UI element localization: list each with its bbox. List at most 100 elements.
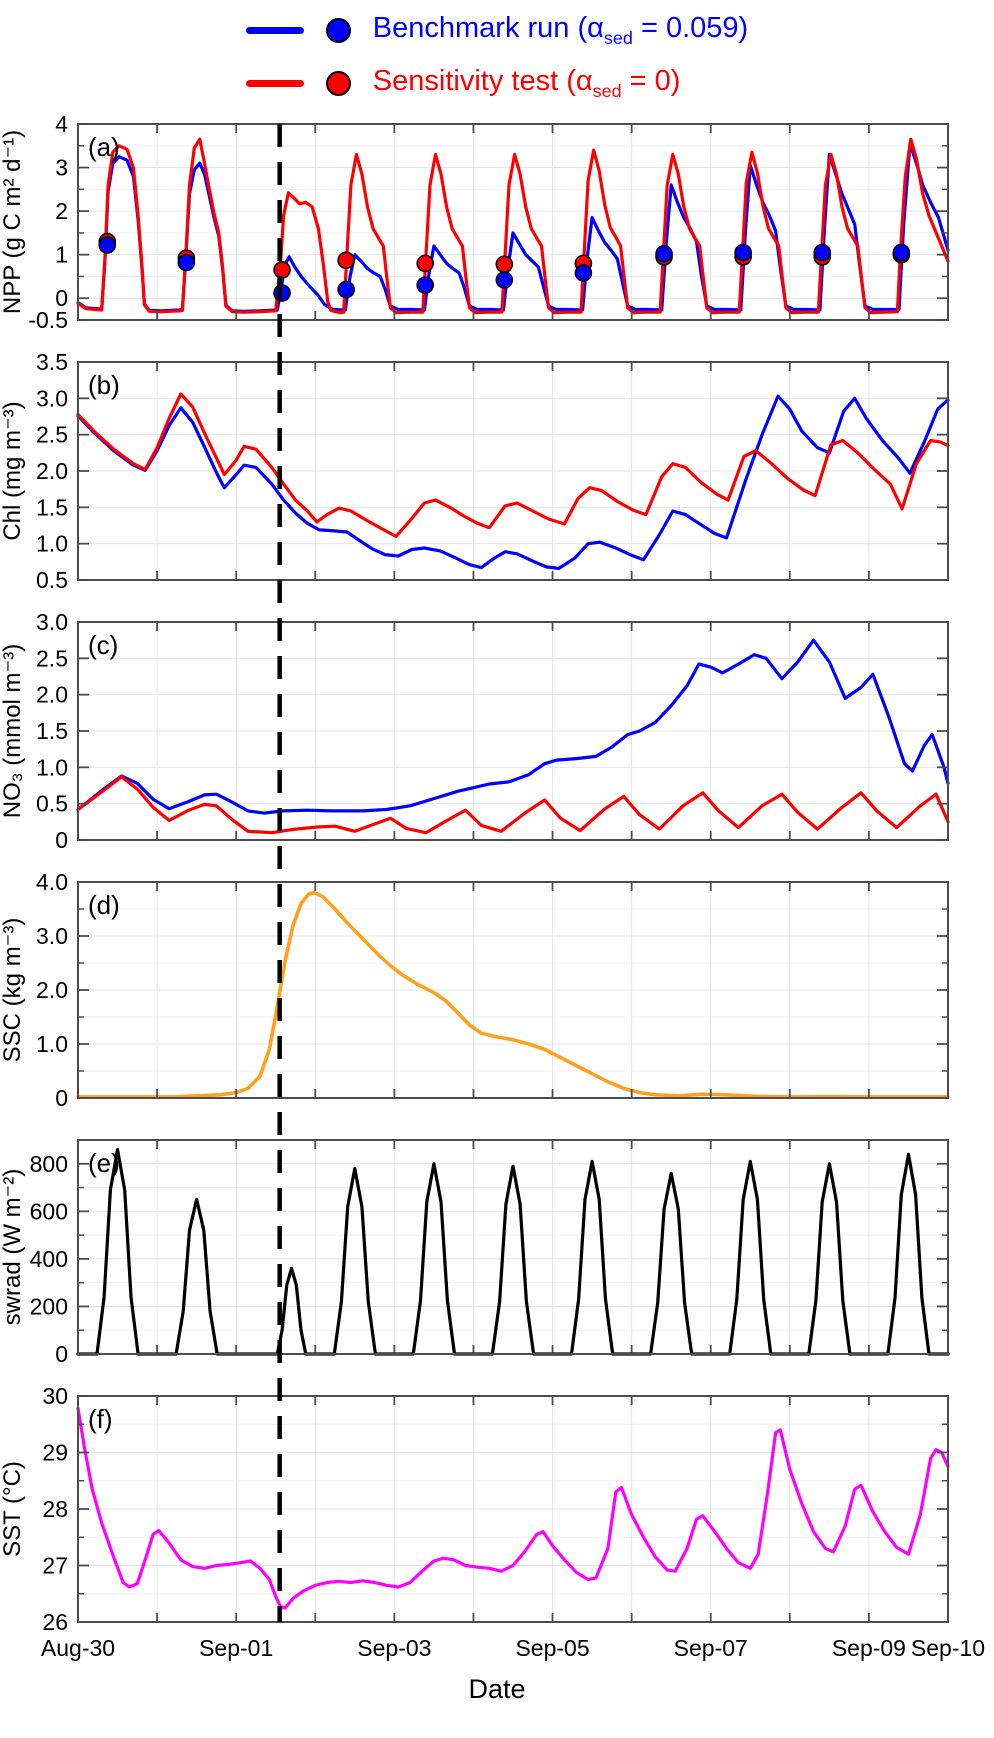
a-y-tick-label: 0 bbox=[55, 285, 68, 311]
b-y-tick-label: 3.0 bbox=[36, 385, 68, 411]
sensitivity-legend-label: Sensitivity test (αsed = 0) bbox=[373, 65, 681, 102]
panel-d-plot: 0 1.0 2.0 3.0 4.0 (d) SSC (kg m⁻³) bbox=[0, 869, 950, 1111]
e-y-tick-label: 400 bbox=[30, 1245, 68, 1271]
b-y-tick-label: 3.5 bbox=[36, 354, 68, 375]
panel-c-plot: 0 0.5 1.0 1.5 2.0 2.5 3.0 (c) NO₃ (mmol m⁻³) bbox=[0, 609, 950, 853]
c-series-sensitivity-line bbox=[76, 774, 950, 834]
a-dot-benchmark-daily bbox=[655, 244, 673, 263]
panel-f-plot: 26 27 28 29 30 (f) SST (°C) Aug-30 Sep-01 Sep-03 S… bbox=[0, 1383, 985, 1661]
a-dot-sensitivity-daily bbox=[337, 251, 355, 269]
c-y-tick-label: 0.5 bbox=[36, 790, 68, 816]
a-dot-benchmark-daily bbox=[98, 235, 117, 254]
x-tick-label: Aug-30 bbox=[41, 1635, 115, 1661]
a-y-axis-label: NPP (g C m² d⁻¹) bbox=[0, 129, 26, 313]
panel-e-plot: 0 200 400 600 800 (e) swrad (W m⁻²) bbox=[0, 1138, 950, 1367]
sensitivity-label-sub: sed bbox=[592, 80, 622, 101]
a-dot-benchmark-daily bbox=[337, 280, 355, 298]
a-panel-letter: (a) bbox=[88, 132, 120, 162]
a-dot-benchmark-daily bbox=[177, 253, 196, 271]
e-panel-letter: (e) bbox=[88, 1148, 120, 1178]
e-y-tick-label: 200 bbox=[30, 1293, 68, 1319]
sensitivity-label-prefix: Sensitivity test (α bbox=[372, 64, 593, 97]
legend: Benchmark run (αsed = 0.059) Sensitivity… bbox=[245, 8, 748, 102]
a-y-tick-label: 3 bbox=[55, 154, 68, 180]
f-y-tick-label: 30 bbox=[42, 1388, 68, 1409]
d-series-ssc-line bbox=[76, 890, 950, 1099]
f-y-tick-label: 26 bbox=[42, 1609, 68, 1635]
d-y-tick-label: 4.0 bbox=[36, 874, 68, 895]
a-dot-benchmark-daily bbox=[813, 243, 832, 261]
f-series-sst-line bbox=[76, 1406, 950, 1610]
legend-item-sensitivity: Sensitivity test (αsed = 0) bbox=[245, 65, 681, 102]
x-tick-label: Sep-09 bbox=[832, 1635, 906, 1661]
a-y-tick-label: 4 bbox=[55, 116, 68, 137]
e-y-tick-label: 600 bbox=[30, 1198, 68, 1224]
panels: -0.5 0 1 2 3 4 (a) NPP (g C m² d⁻¹) 0.5 1.0 1.5 2.… bbox=[0, 111, 994, 1670]
benchmark-label-prefix: Benchmark run (α bbox=[372, 12, 604, 44]
a-plot-bg bbox=[78, 123, 948, 320]
c-y-tick-label: 1.5 bbox=[36, 718, 68, 744]
b-y-tick-label: 2.0 bbox=[36, 458, 68, 484]
x-tick-label: Sep-03 bbox=[357, 1635, 431, 1661]
benchmark-label-sub: sed bbox=[603, 27, 633, 48]
b-y-axis-label: Chl (mg m⁻³) bbox=[0, 401, 26, 540]
e-y-axis-label: swrad (W m⁻²) bbox=[0, 1168, 26, 1325]
f-y-tick-label: 28 bbox=[42, 1496, 68, 1522]
e-series-swrad-line bbox=[76, 1147, 950, 1356]
a-dot-benchmark-daily bbox=[495, 270, 514, 289]
a-dot-sensitivity-daily bbox=[495, 255, 514, 273]
sensitivity-dot-swatch bbox=[325, 70, 351, 96]
a-dot-benchmark-daily bbox=[273, 283, 291, 302]
a-series-sensitivity-line bbox=[76, 137, 950, 314]
a-dot-sensitivity-daily bbox=[273, 260, 291, 279]
benchmark-line-swatch bbox=[245, 26, 304, 34]
panel-c-no3: 0 0.5 1.0 1.5 2.0 2.5 3.0 (c) NO₃ (mmol m⁻³) bbox=[0, 609, 994, 853]
f-y-tick-label: 27 bbox=[42, 1552, 68, 1578]
x-tick-label: Sep-10 bbox=[911, 1635, 985, 1661]
c-panel-letter: (c) bbox=[88, 630, 118, 660]
panel-f-sst: 26 27 28 29 30 (f) SST (°C) Aug-30 Sep-01 Sep-03 S… bbox=[0, 1383, 994, 1670]
legend-item-benchmark: Benchmark run (αsed = 0.059) bbox=[245, 12, 748, 49]
d-y-tick-label: 0 bbox=[55, 1085, 68, 1106]
figure: Benchmark run (αsed = 0.059) Sensitivity… bbox=[0, 8, 994, 1713]
a-dot-benchmark-daily bbox=[892, 243, 911, 261]
sensitivity-label-suffix: = 0) bbox=[621, 64, 681, 97]
sensitivity-line-swatch bbox=[245, 79, 304, 87]
a-y-tick-label: 1 bbox=[55, 241, 68, 267]
b-y-tick-label: 1.5 bbox=[36, 494, 68, 520]
benchmark-label-suffix: = 0.059) bbox=[632, 12, 749, 44]
benchmark-legend-label: Benchmark run (αsed = 0.059) bbox=[373, 12, 748, 49]
d-y-tick-label: 2.0 bbox=[36, 977, 68, 1003]
f-y-axis-label: SST (°C) bbox=[0, 1461, 26, 1557]
d-y-tick-label: 1.0 bbox=[36, 1031, 68, 1057]
c-y-tick-label: 2.5 bbox=[36, 645, 68, 671]
panel-d-ssc: 0 1.0 2.0 3.0 4.0 (d) SSC (kg m⁻³) bbox=[0, 869, 994, 1111]
d-y-axis-label: SSC (kg m⁻³) bbox=[0, 917, 26, 1062]
c-series-benchmark-line bbox=[76, 638, 950, 815]
b-y-tick-label: 2.5 bbox=[36, 421, 68, 447]
b-series-sensitivity-line bbox=[76, 391, 950, 538]
x-tick-label: Sep-01 bbox=[199, 1635, 273, 1661]
e-axis-border bbox=[77, 1138, 949, 1355]
b-y-tick-label: 0.5 bbox=[36, 567, 68, 588]
x-tick-label: Sep-07 bbox=[674, 1635, 748, 1661]
b-y-tick-label: 1.0 bbox=[36, 530, 68, 556]
c-y-axis-label: NO₃ (mmol m⁻³) bbox=[0, 643, 26, 817]
e-plot-bg bbox=[78, 1139, 948, 1354]
c-y-tick-label: 0 bbox=[55, 827, 68, 848]
benchmark-dot-swatch bbox=[325, 17, 351, 43]
a-dot-benchmark-daily bbox=[734, 243, 752, 261]
c-y-tick-label: 3.0 bbox=[36, 614, 68, 635]
x-axis-title: Date bbox=[468, 1673, 526, 1704]
a-axis-border bbox=[77, 122, 949, 321]
a-y-tick-label: 2 bbox=[55, 198, 68, 224]
panel-a-npp: -0.5 0 1 2 3 4 (a) NPP (g C m² d⁻¹) bbox=[0, 111, 994, 333]
f-panel-letter: (f) bbox=[88, 1404, 113, 1434]
x-tick-label: Sep-05 bbox=[515, 1635, 589, 1661]
b-panel-letter: (b) bbox=[88, 370, 120, 400]
a-dot-benchmark-daily bbox=[416, 275, 435, 294]
panel-b-chl: 0.5 1.0 1.5 2.0 2.5 3.0 3.5 (b) Chl (mg m⁻³) bbox=[0, 349, 994, 593]
e-y-tick-label: 0 bbox=[55, 1341, 68, 1362]
a-dot-benchmark-daily bbox=[574, 263, 593, 282]
